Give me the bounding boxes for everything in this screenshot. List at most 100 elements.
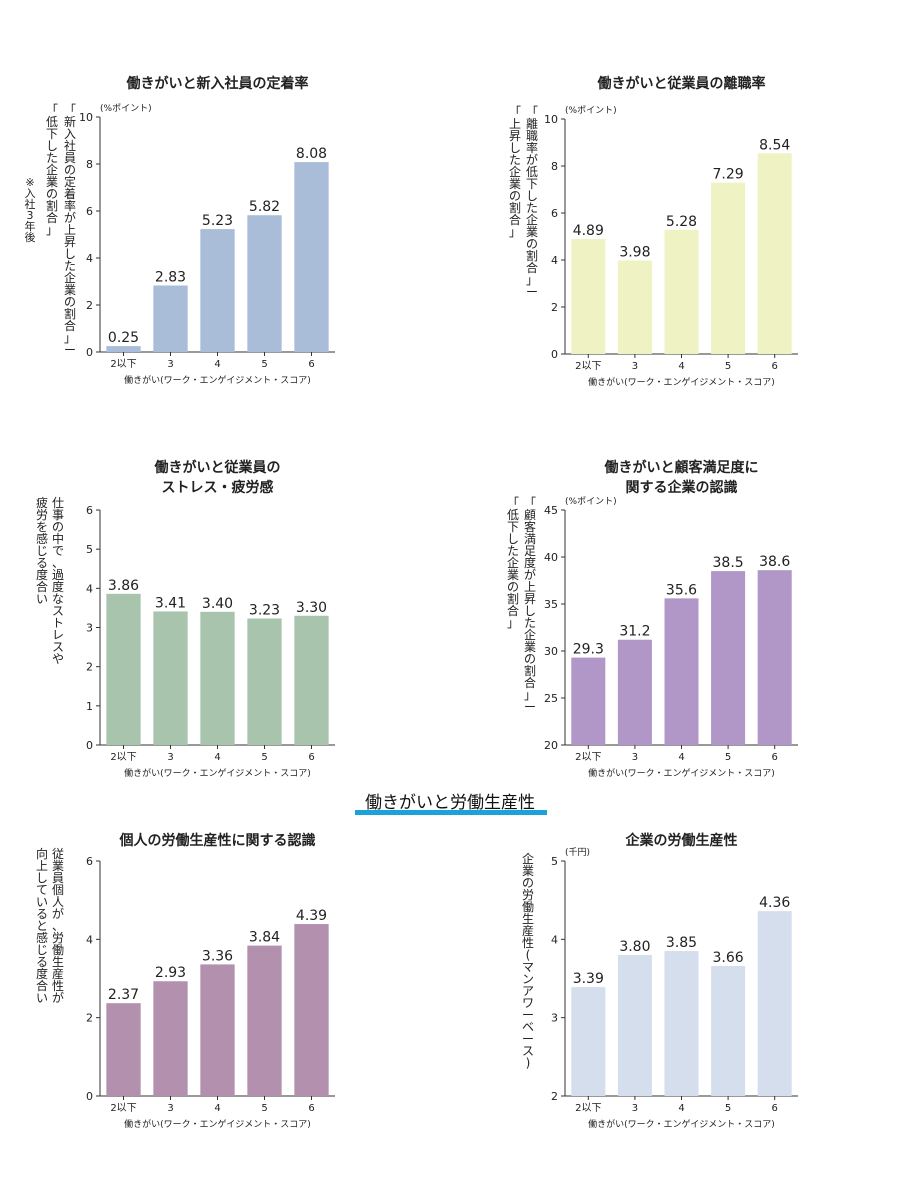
y-axis-label-char: 員: [52, 871, 64, 885]
x-tick-label: 6: [308, 1103, 314, 1114]
y-axis-label-char: 性: [522, 936, 534, 950]
y-tick-label: 5: [551, 855, 558, 868]
y-axis-label-char: 新: [64, 114, 76, 129]
y-tick-label: 25: [544, 692, 558, 705]
y-unit-label: (%ポイント): [100, 103, 152, 114]
y-axis-label-char: ): [526, 1056, 531, 1070]
y-axis-label-char: ア: [522, 984, 534, 998]
y-axis-label-char: 着: [64, 186, 76, 201]
y-axis-label-char: 性: [52, 979, 64, 993]
x-axis-label: 働きがい(ワーク・エンゲイジメント・スコア): [588, 767, 775, 779]
y-axis-label-char: 昇: [509, 129, 521, 143]
data-label: 35.6: [666, 582, 697, 598]
x-tick-label: 4: [678, 752, 684, 763]
y-axis-label-char: 「: [46, 103, 58, 117]
y-axis-label-char: の: [526, 237, 538, 251]
y-tick-label: 0: [86, 1090, 93, 1103]
data-label: 0.25: [108, 330, 139, 346]
y-axis-label-char: 」: [64, 331, 76, 345]
bar: [153, 981, 188, 1096]
bar: [106, 346, 141, 352]
y-axis-label-char: 感: [36, 930, 48, 945]
chart-turnover: 働きがいと従業員の離職率 (%ポイント) 0 2 4 6 8 10 4.89 2以下 3.98 3 5.…: [509, 75, 798, 388]
data-label: 3.66: [713, 950, 744, 966]
bar: [757, 570, 792, 745]
y-axis-label-char: 満: [524, 532, 536, 546]
y-axis-label-char: ス: [52, 640, 64, 654]
x-tick-label: 2以下: [575, 1103, 601, 1114]
data-label: 3.39: [573, 971, 604, 987]
y-axis-label-char: し: [526, 189, 538, 203]
chart-personal: 個人の労働生産性に関する認識 0 2 4 6 2.37 2以下 2.93 3 3.36 4 3.84 5…: [36, 832, 335, 1130]
y-axis-label-char: 業: [524, 640, 536, 654]
y-axis-label-char: 中: [52, 531, 64, 546]
data-label: 3.86: [108, 578, 139, 594]
y-tick-label: 4: [86, 252, 93, 265]
chart-title: 働きがいと顧客満足度に: [604, 459, 759, 476]
y-axis-label-char: た: [526, 201, 538, 215]
x-tick-label: 5: [725, 361, 731, 372]
y-tick-label: 0: [551, 348, 558, 361]
y-axis-label-char: 」: [526, 273, 538, 287]
y-axis-label-char: い: [36, 991, 48, 1005]
y-axis-label-char: 合: [509, 212, 521, 227]
y-axis-label-char: が: [526, 152, 538, 167]
y-tick-label: 20: [544, 739, 558, 752]
bar: [153, 611, 188, 745]
chart-title: 関する企業の認識: [626, 479, 738, 496]
y-tick-label: 6: [86, 855, 93, 868]
y-axis-label-char: い: [36, 895, 48, 909]
y-axis-label-char: 業: [526, 225, 538, 239]
y-axis-label-char: 度: [36, 966, 48, 981]
y-tick-label: 5: [86, 543, 93, 556]
chart-corporate: 企業の労働生産性 (千円) 2 3 4 5 3.39 2以下 3.80 3 3.85 4 3.66 5 4.…: [522, 832, 798, 1130]
y-axis-label-char: る: [36, 955, 48, 969]
y-axis-label-char: 生: [52, 955, 64, 969]
bar: [757, 153, 792, 354]
y-axis-label-char: ト: [52, 616, 64, 630]
chart-note-char: 3: [27, 209, 34, 222]
y-axis-label-char: の: [507, 580, 519, 594]
x-tick-label: 4: [678, 361, 684, 372]
y-axis-label-char: 上: [509, 117, 521, 131]
y-axis-label-char: し: [509, 141, 521, 155]
chart-note-char: 入: [25, 187, 36, 200]
bar: [664, 598, 699, 745]
y-axis-label-char: ー: [522, 1032, 534, 1046]
y-axis-label-char: 企: [46, 162, 58, 177]
chart-title: 働きがいと従業員の: [154, 459, 281, 476]
y-tick-label: 2: [86, 1012, 93, 1025]
data-label: 3.84: [249, 930, 280, 946]
bar: [617, 260, 652, 354]
y-axis-label-char: 働: [522, 900, 534, 914]
y-axis-label-char: ベ: [522, 1020, 534, 1034]
y-axis-label-char: 」: [509, 225, 521, 239]
y-axis-label-char: 労: [52, 931, 64, 945]
y-axis-label-char: ン: [522, 972, 534, 986]
x-tick-label: 3: [167, 359, 173, 370]
y-tick-label: 10: [79, 111, 93, 124]
x-tick-label: 4: [214, 752, 220, 763]
y-axis-label-char: 企: [64, 270, 76, 285]
y-tick-label: 35: [544, 598, 558, 611]
data-label: 2.37: [108, 987, 139, 1003]
bar: [247, 215, 282, 352]
data-label: 4.39: [296, 908, 327, 924]
y-axis-label-char: 合: [46, 210, 58, 225]
y-axis-label-char: の: [509, 189, 521, 203]
bar: [664, 229, 699, 354]
y-axis-label-char: 「: [524, 496, 536, 510]
bar: [617, 955, 652, 1096]
x-axis-label: 働きがい(ワーク・エンゲイジメント・スコア): [124, 767, 311, 779]
y-axis-label-char: 足: [524, 544, 536, 558]
y-axis-label-char: 合: [36, 978, 48, 993]
y-axis-label-char: 率: [526, 140, 538, 155]
y-axis-label-char: 産: [52, 966, 64, 981]
y-axis-label-char: 合: [507, 603, 519, 618]
chart-title: 働きがいと従業員の離職率: [597, 75, 766, 92]
bar: [757, 911, 792, 1096]
y-axis-label-char: じ: [36, 544, 48, 558]
y-axis-label-char: 員: [64, 151, 76, 165]
y-axis-label-char: 業: [52, 859, 64, 873]
